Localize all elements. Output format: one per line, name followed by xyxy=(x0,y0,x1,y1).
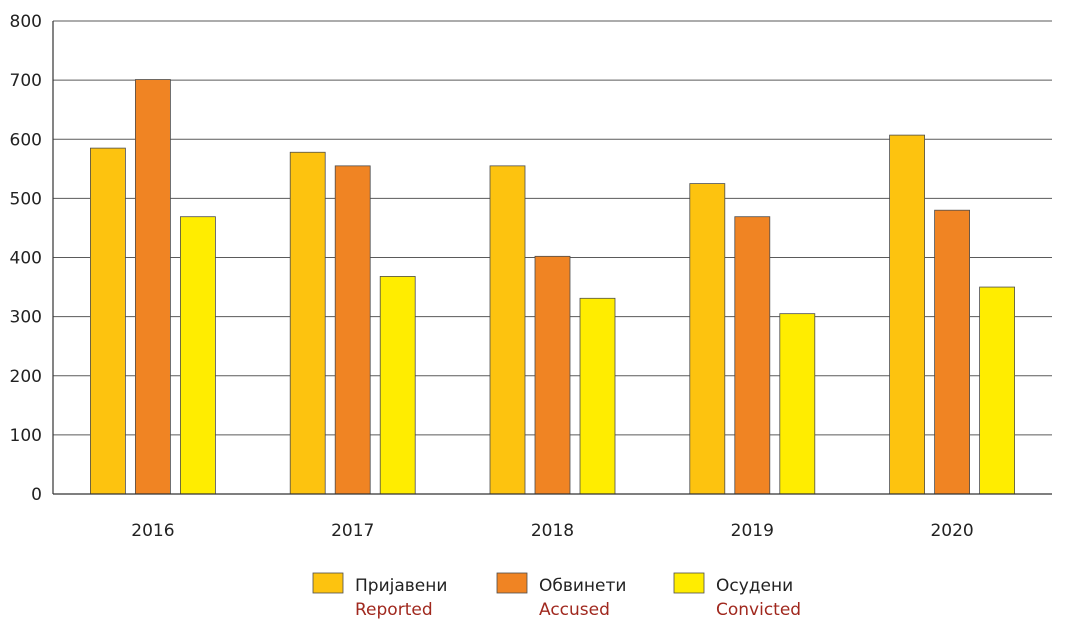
legend-label-english: Reported xyxy=(355,600,433,620)
x-tick-label: 2017 xyxy=(331,521,374,541)
y-tick-label: 500 xyxy=(10,189,42,209)
bar xyxy=(334,165,371,495)
legend: Пријавени Reported Обвинети Accused Осудени C… xyxy=(312,572,801,620)
y-tick-label: 100 xyxy=(10,426,42,446)
legend-item: Осудени Convicted xyxy=(673,572,801,620)
legend-swatch xyxy=(312,572,344,594)
bar xyxy=(134,79,171,495)
y-tick-label: 700 xyxy=(10,71,42,91)
y-tick-label: 0 xyxy=(31,485,42,505)
legend-label: Пријавени xyxy=(355,576,447,596)
x-tick-label: 2019 xyxy=(731,521,774,541)
legend-item: Обвинети Accused xyxy=(496,572,626,620)
bar xyxy=(734,216,771,495)
y-tick-label: 300 xyxy=(10,308,42,328)
x-tick-label: 2020 xyxy=(930,521,973,541)
legend-label-english: Convicted xyxy=(716,600,801,620)
bar xyxy=(90,147,126,495)
x-tick-label: 2018 xyxy=(531,521,574,541)
y-tick-label: 600 xyxy=(10,130,42,150)
bar xyxy=(689,183,726,495)
bar xyxy=(779,313,816,495)
legend-label: Осудени xyxy=(716,576,793,596)
legend-swatch xyxy=(673,572,705,594)
bar xyxy=(579,297,616,495)
bar xyxy=(934,209,970,495)
x-tick-label: 2016 xyxy=(131,521,174,541)
axes xyxy=(52,21,1052,495)
y-tick-label: 400 xyxy=(10,249,42,269)
legend-item: Пријавени Reported xyxy=(312,572,447,620)
bars xyxy=(90,79,1015,495)
bar xyxy=(379,276,416,495)
y-tick-label: 800 xyxy=(10,12,42,32)
bar xyxy=(489,165,526,495)
bar xyxy=(179,216,216,495)
tick-labels: 0 100 200 300 400 500 600 700 800 2016 2017 2018 201… xyxy=(10,12,974,541)
bar xyxy=(979,286,1015,495)
legend-swatch xyxy=(496,572,528,594)
bar xyxy=(889,134,925,495)
legend-label-english: Accused xyxy=(539,600,610,620)
y-tick-label: 200 xyxy=(10,367,42,387)
bar xyxy=(289,151,326,495)
legend-label: Обвинети xyxy=(539,576,626,596)
bar xyxy=(534,255,571,495)
